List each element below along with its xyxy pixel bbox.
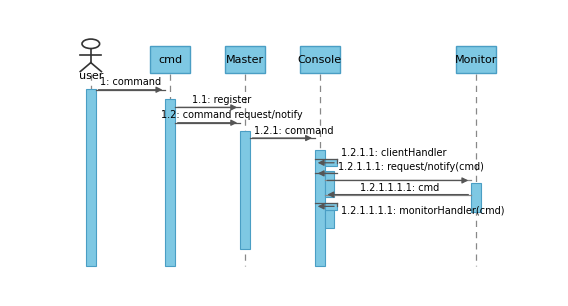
Text: user: user: [78, 71, 103, 81]
Text: 1.2.1.1.1.1: monitorHandler(cmd): 1.2.1.1.1.1: monitorHandler(cmd): [341, 206, 505, 216]
Bar: [225, 46, 265, 73]
Text: cmd: cmd: [158, 55, 182, 65]
Text: 1: command: 1: command: [100, 77, 161, 88]
Bar: [324, 203, 337, 210]
Text: Master: Master: [226, 55, 264, 65]
Text: Monitor: Monitor: [455, 55, 497, 65]
Bar: [86, 88, 95, 267]
Bar: [165, 99, 175, 267]
Bar: [324, 171, 334, 197]
Text: 1.2.1.1.1.1: cmd: 1.2.1.1.1.1: cmd: [360, 183, 439, 193]
Text: 1.2.1.1.1: request/notify(cmd): 1.2.1.1.1: request/notify(cmd): [338, 162, 483, 172]
Bar: [300, 46, 340, 73]
Bar: [315, 150, 324, 267]
Text: 1.2.1: command: 1.2.1: command: [254, 126, 333, 136]
Bar: [324, 210, 334, 228]
Bar: [471, 183, 481, 212]
Text: 1.2.1.1: clientHandler: 1.2.1.1: clientHandler: [341, 148, 447, 158]
Bar: [150, 46, 190, 73]
Text: 1.2: command request/notify: 1.2: command request/notify: [161, 110, 302, 120]
Text: 1.1: register: 1.1: register: [193, 95, 252, 105]
Bar: [240, 131, 250, 249]
Bar: [456, 46, 496, 73]
Text: Console: Console: [298, 55, 342, 65]
Bar: [324, 159, 337, 166]
